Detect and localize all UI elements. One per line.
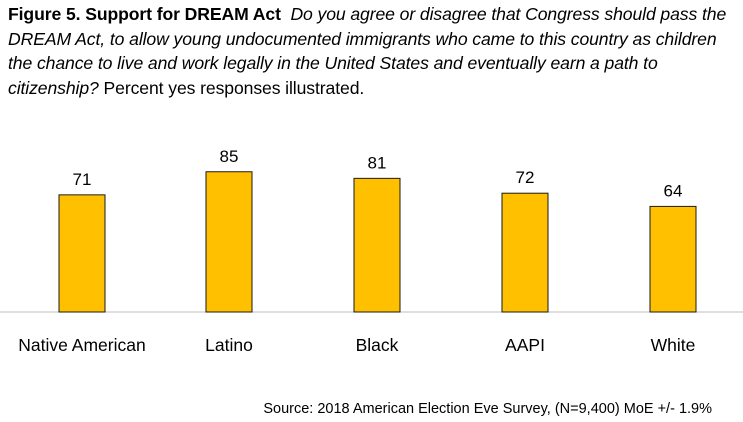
value-label-black: 81 [368,153,387,172]
survey-question: Do you agree or disagree that Congress s… [8,4,727,98]
bar-aapi [501,192,549,313]
bar-native-american [58,194,106,313]
chart-title: Figure 5. Support for DREAM Act [8,4,281,24]
chart-heading: Figure 5. Support for DREAM Act Do you a… [8,2,736,100]
category-label-latino: Latino [205,335,253,355]
bar-white [649,205,697,313]
value-label-aapi: 72 [516,168,535,187]
category-label-white: White [651,335,696,355]
value-label-group: 71 85 81 72 64 [73,147,683,201]
category-label-native-american: Native American [18,335,145,355]
category-label-aapi: AAPI [505,335,545,355]
bar-latino [205,171,253,313]
value-label-latino: 85 [220,147,239,166]
category-label-group: Native American Latino Black AAPI White [18,335,695,355]
bar-group [58,171,697,313]
source-note: Source: 2018 American Election Eve Surve… [263,401,712,417]
value-label-native-american: 71 [73,170,92,189]
value-label-white: 64 [664,181,683,200]
chart-note: Percent yes responses illustrated. [103,77,365,98]
bar-black [353,177,401,313]
category-label-black: Black [356,335,399,355]
